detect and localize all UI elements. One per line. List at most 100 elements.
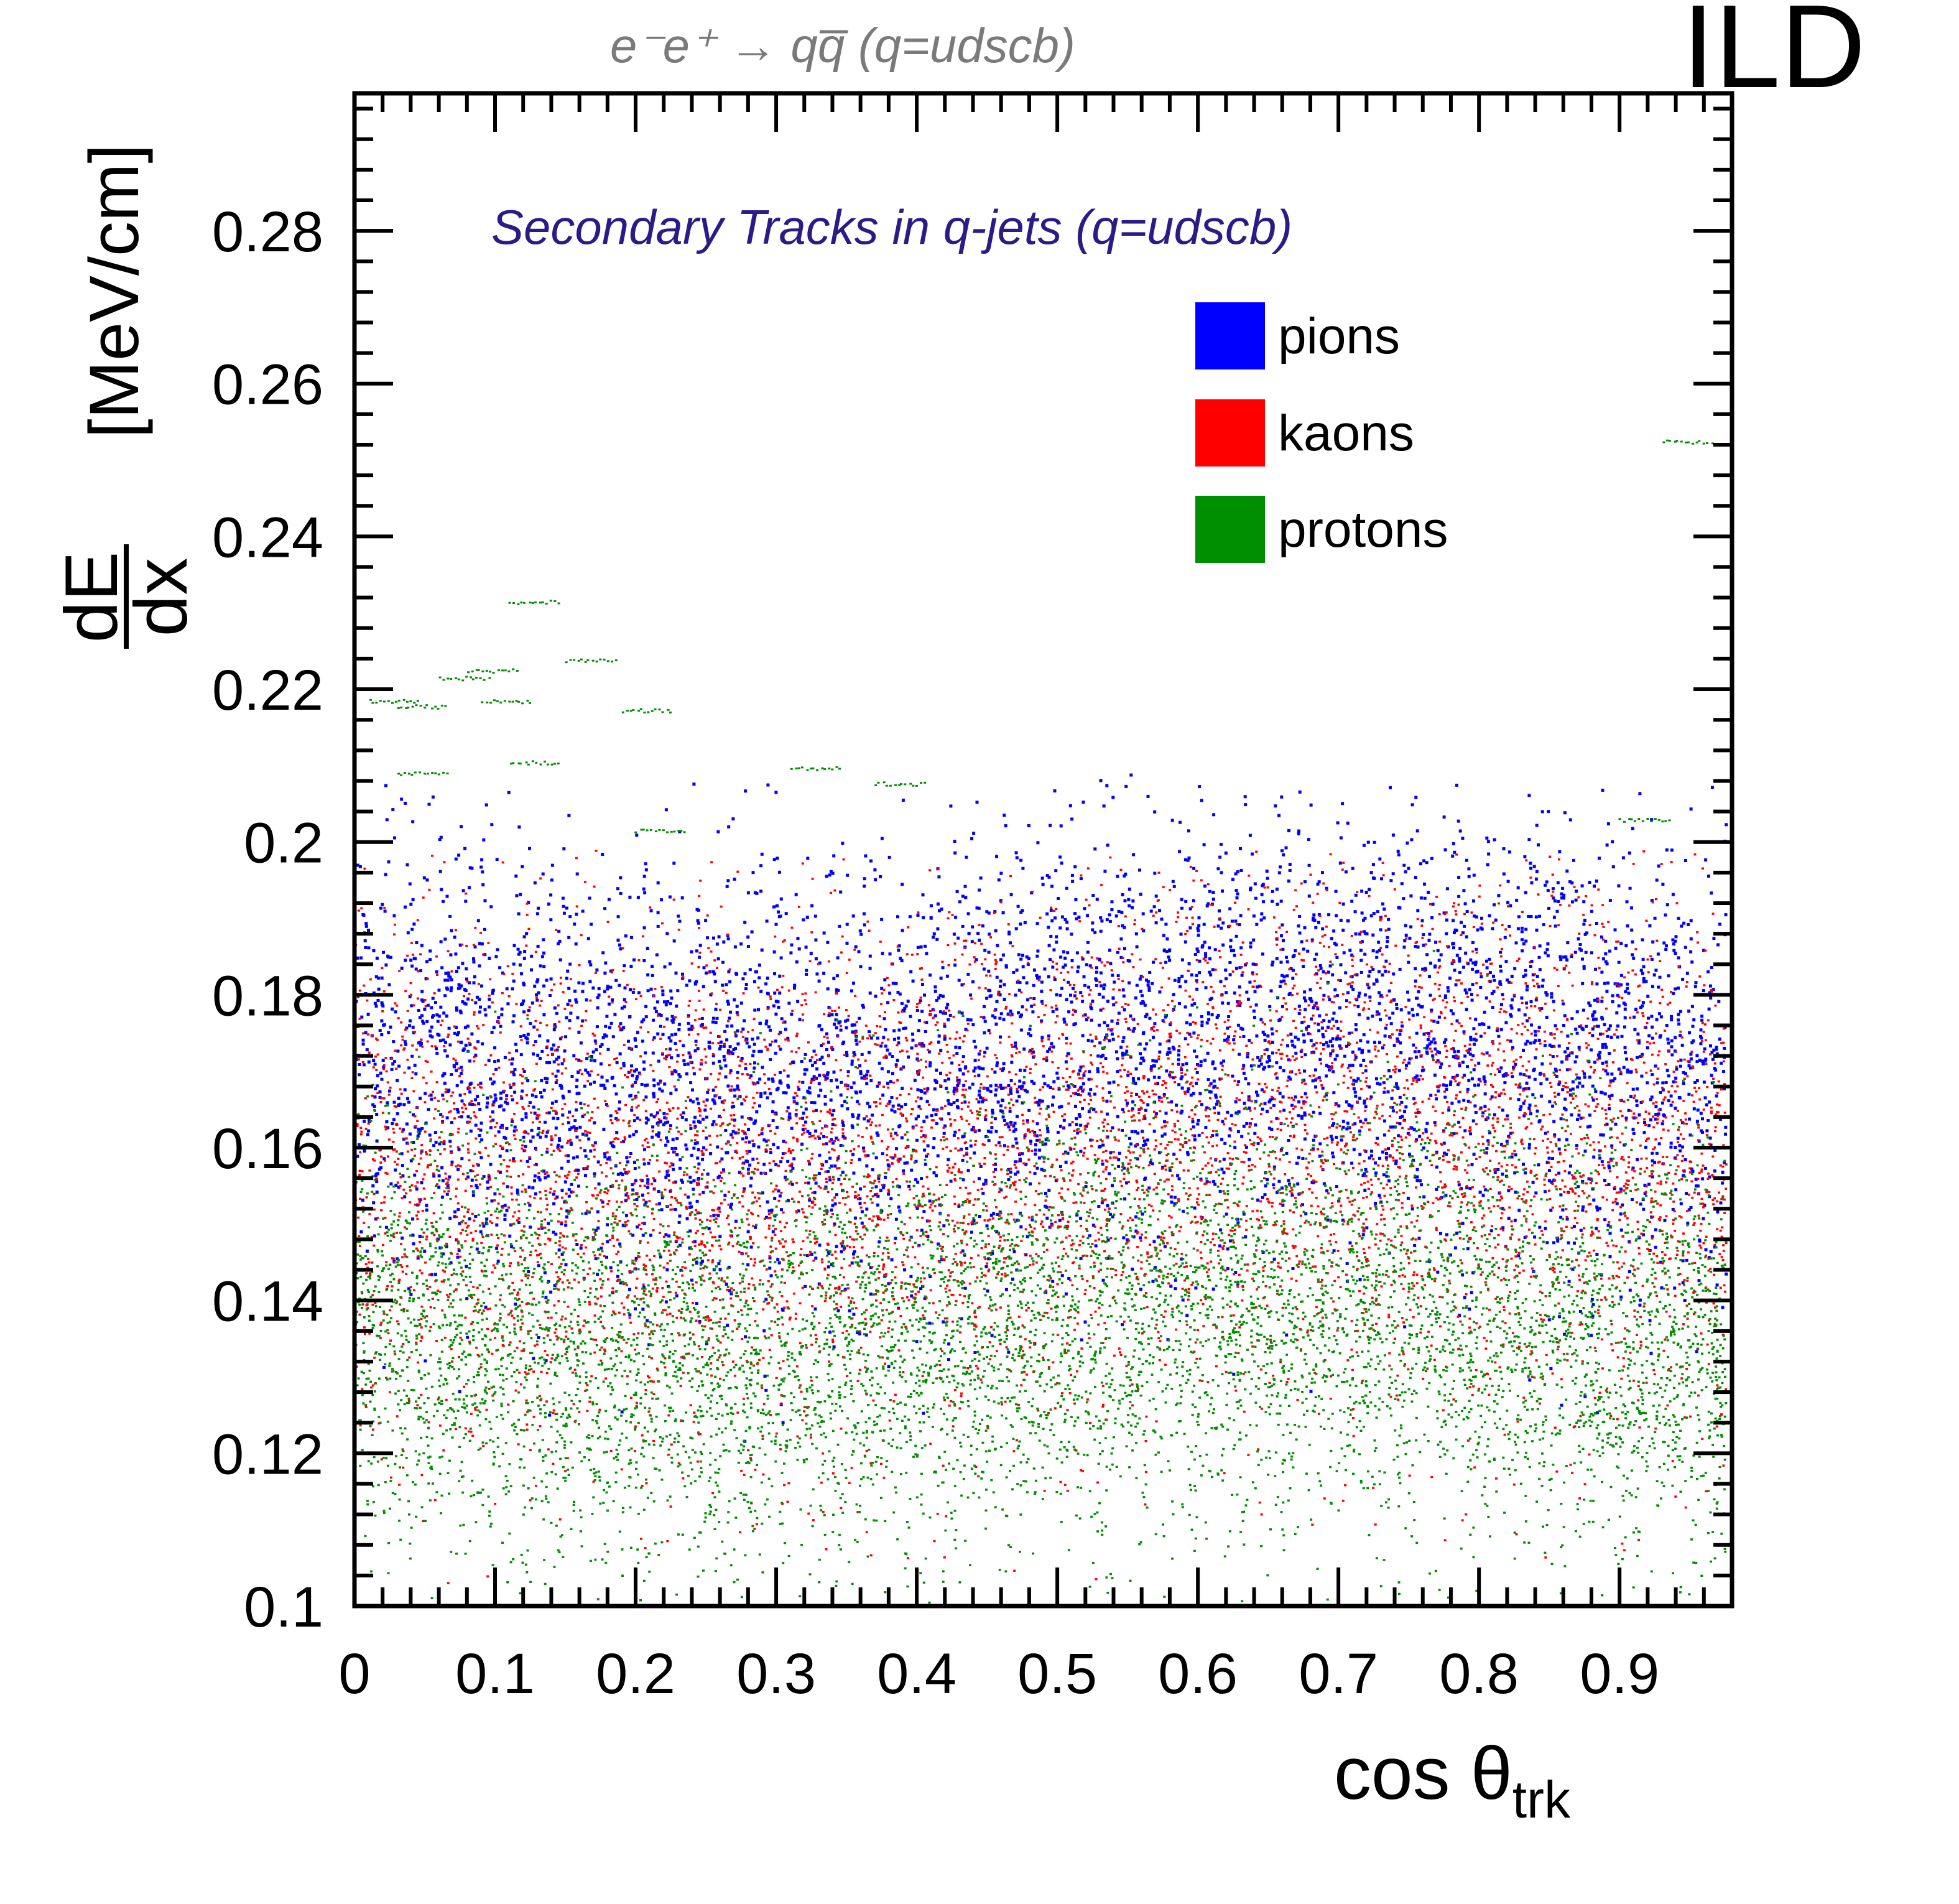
- scatter-point: [1501, 1207, 1504, 1210]
- scatter-point: [1590, 1298, 1594, 1301]
- scatter-point: [942, 1011, 945, 1015]
- scatter-point: [1062, 1126, 1065, 1130]
- scatter-point: [1263, 1102, 1267, 1105]
- scatter-point: [628, 1046, 631, 1050]
- scatter-point: [983, 1005, 986, 1008]
- scatter-point: [428, 1029, 432, 1033]
- scatter-point: [1270, 1027, 1274, 1031]
- scatter-point: [1058, 855, 1062, 859]
- scatter-point: [1156, 1082, 1159, 1085]
- scatter-point: [1082, 975, 1086, 978]
- scatter-point: [479, 1230, 483, 1233]
- scatter-point: [1298, 914, 1302, 918]
- scatter-point: [1573, 1242, 1576, 1245]
- scatter-point: [1715, 1052, 1719, 1056]
- scatter-point: [382, 1157, 386, 1161]
- scatter-point: [1044, 1204, 1047, 1208]
- scatter-point: [412, 1141, 415, 1144]
- scatter-point: [1297, 832, 1300, 835]
- scatter-point: [1341, 902, 1345, 906]
- scatter-point: [1236, 870, 1239, 874]
- scatter-point: [1458, 829, 1462, 833]
- scatter-point: [1121, 988, 1125, 991]
- scatter-point: [873, 1193, 877, 1197]
- scatter-point: [461, 1000, 465, 1004]
- scatter-point: [1060, 915, 1064, 919]
- scatter-point: [863, 877, 866, 881]
- scatter-point: [1511, 1075, 1514, 1079]
- scatter-point: [1509, 1004, 1513, 1008]
- scatter-point: [620, 1410, 624, 1414]
- scatter-point: [1621, 856, 1625, 860]
- scatter-point: [1327, 970, 1330, 974]
- scatter-point: [1621, 1203, 1624, 1207]
- scatter-point: [784, 1028, 787, 1031]
- scatter-point: [1658, 975, 1662, 979]
- scatter-point: [1472, 1038, 1476, 1041]
- scatter-point: [1058, 1165, 1062, 1168]
- scatter-point: [739, 1001, 743, 1005]
- scatter-point: [539, 1057, 542, 1060]
- scatter-point: [1351, 988, 1355, 991]
- scatter-point: [1055, 1007, 1058, 1011]
- scatter-point: [726, 1002, 730, 1006]
- scatter-point: [1374, 1171, 1378, 1175]
- scatter-point: [1550, 1181, 1554, 1184]
- scatter-point: [1412, 1097, 1416, 1100]
- scatter-point: [1032, 983, 1035, 987]
- scatter-point: [641, 1039, 644, 1043]
- scatter-point: [1387, 1147, 1391, 1151]
- scatter-point: [1498, 980, 1502, 983]
- scatter-point: [835, 1026, 838, 1029]
- scatter-point: [1603, 1043, 1607, 1046]
- scatter-point: [1101, 995, 1105, 999]
- scatter-point: [1307, 838, 1310, 842]
- scatter-point: [1221, 921, 1225, 925]
- scatter-point: [1608, 1232, 1612, 1235]
- scatter-point: [746, 1263, 750, 1266]
- scatter-point: [1595, 1227, 1598, 1230]
- scatter-point: [1398, 967, 1402, 971]
- scatter-point: [1067, 1084, 1070, 1088]
- scatter-point: [1375, 1010, 1379, 1014]
- scatter-point: [1196, 1122, 1200, 1126]
- scatter-point: [1007, 1350, 1011, 1354]
- scatter-point: [1702, 949, 1705, 952]
- scatter-point: [1492, 974, 1495, 978]
- scatter-point: [1500, 1003, 1503, 1006]
- scatter-point: [1322, 970, 1325, 973]
- scatter-point: [489, 1077, 493, 1081]
- scatter-point: [1337, 1104, 1341, 1108]
- scatter-point: [1414, 979, 1417, 983]
- scatter-point: [1608, 1166, 1611, 1170]
- scatter-point: [1683, 859, 1687, 862]
- scatter-point: [887, 1282, 891, 1286]
- scatter-point: [1019, 1015, 1022, 1019]
- scatter-point: [1419, 862, 1422, 866]
- scatter-point: [1394, 1082, 1398, 1085]
- scatter-point: [1608, 949, 1611, 953]
- scatter-point: [1499, 964, 1503, 968]
- scatter-point: [999, 985, 1002, 988]
- scatter-point: [1704, 1057, 1708, 1061]
- scatter-point: [1703, 1096, 1707, 1100]
- scatter-point: [1218, 1189, 1222, 1193]
- scatter-point: [825, 875, 828, 878]
- scatter-point: [1033, 1131, 1037, 1134]
- scatter-point: [627, 1039, 630, 1043]
- scatter-point: [1256, 1141, 1260, 1145]
- scatter-point: [993, 1117, 997, 1121]
- scatter-point: [476, 995, 479, 999]
- scatter-point: [996, 1100, 1000, 1104]
- scatter-point: [1429, 1094, 1433, 1097]
- scatter-point: [774, 791, 778, 794]
- scatter-point: [512, 979, 516, 983]
- scatter-point: [1552, 1120, 1556, 1123]
- scatter-point: [1397, 853, 1401, 857]
- scatter-point: [1378, 857, 1382, 861]
- scatter-point: [794, 893, 798, 896]
- scatter-point: [917, 1115, 920, 1118]
- scatter-point: [850, 989, 853, 993]
- scatter-point: [1099, 929, 1103, 933]
- scatter-point: [1681, 1145, 1684, 1149]
